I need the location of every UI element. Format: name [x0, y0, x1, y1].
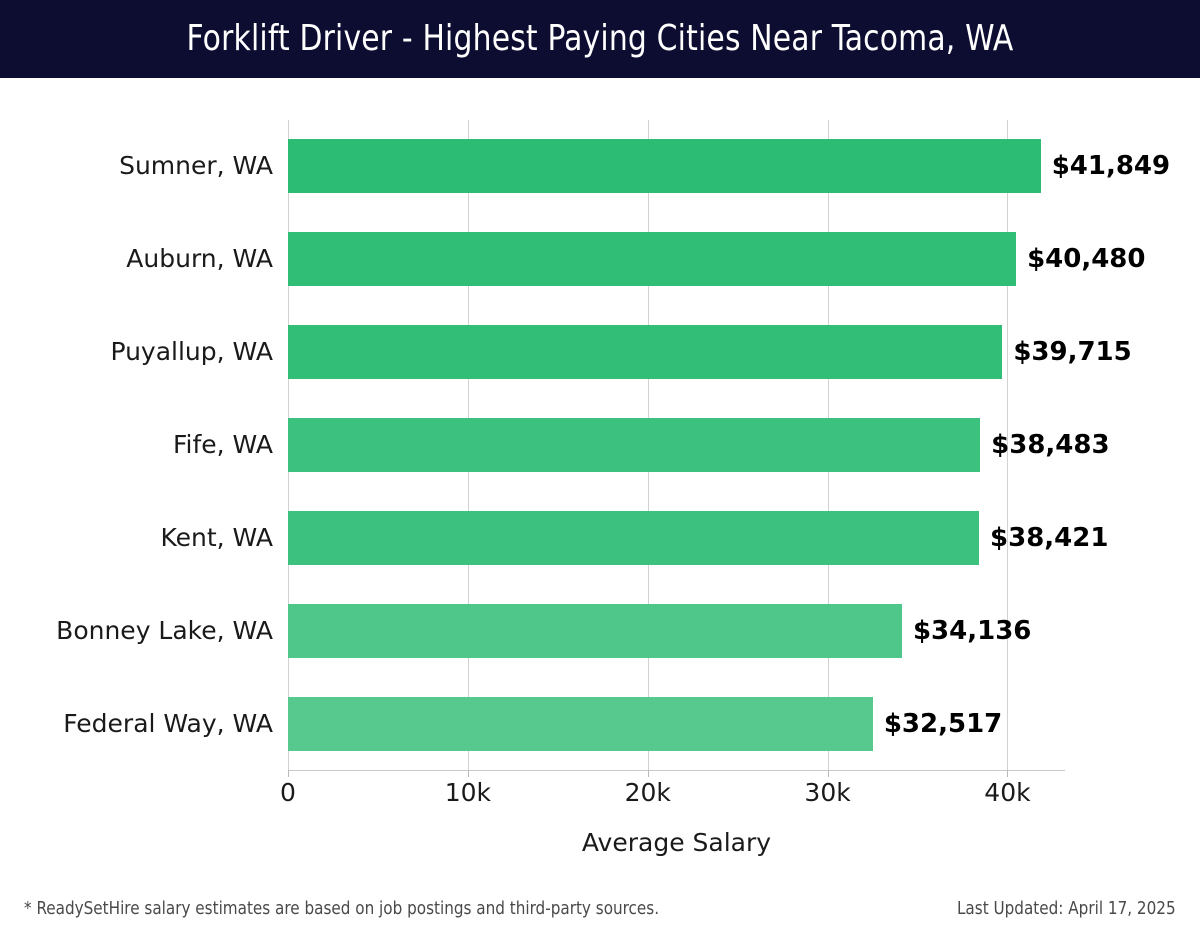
footer: * ReadySetHire salary estimates are base… [0, 888, 1200, 940]
x-axis-tick-label: 30k [804, 778, 851, 807]
x-axis-tick-label: 40k [984, 778, 1031, 807]
bar-value-label: $39,715 [1013, 337, 1132, 368]
x-axis-tick-mark [1007, 770, 1009, 777]
bar-value-label: $32,517 [883, 708, 1003, 739]
bar-value-label: $38,483 [991, 430, 1110, 460]
bar-value-label: $40,480 [1027, 244, 1146, 275]
x-axis-tick-label: 0 [280, 778, 296, 807]
x-axis-tick-mark [827, 770, 829, 777]
y-axis-category-label: Fife, WA [172, 430, 273, 459]
x-axis-tick-mark [288, 770, 289, 777]
y-axis-category-label: Auburn, WA [126, 244, 273, 274]
x-axis-tick-mark [647, 770, 649, 777]
x-axis-line [288, 770, 1065, 771]
header-band [0, 0, 1200, 78]
page-title: Forklift Driver - Highest Paying Cities … [186, 18, 1014, 59]
footer-disclaimer: * ReadySetHire salary estimates are base… [24, 898, 660, 919]
x-axis-title: Average Salary [581, 828, 772, 857]
bar[interactable] [288, 510, 980, 565]
x-axis-tick-label: 20k [624, 778, 671, 807]
bar[interactable] [288, 418, 981, 472]
x-axis-tick-mark [467, 770, 469, 777]
bar[interactable] [288, 696, 873, 751]
bar-value-label: $41,849 [1051, 151, 1171, 182]
y-axis-category-label: Federal Way, WA [63, 708, 273, 738]
y-axis-category-label: Sumner, WA [119, 151, 273, 181]
plot-wrap: Sumner, WA Auburn, WA Puyallup, WA Fife, WA… [0, 78, 1200, 940]
y-axis-category-label: Puyallup, WA [110, 337, 273, 367]
footer-last-updated: Last Updated: April 17, 2025 [957, 898, 1176, 919]
bar[interactable] [288, 603, 902, 658]
bar[interactable] [288, 139, 1041, 194]
y-axis-labels: Sumner, WA Auburn, WA Puyallup, WA Fife, WA… [0, 78, 273, 940]
x-axis-tick-label: 10k [444, 778, 492, 807]
bar[interactable] [288, 325, 1003, 380]
bar-value-label: $34,136 [912, 615, 1032, 646]
plot-area: $41,849 $40,480 $39,715 $38,483 $38,421 $34,1… [288, 120, 1170, 770]
gridline [1007, 120, 1009, 770]
bar-value-label: $38,421 [990, 522, 1109, 553]
y-axis-category-label: Kent, WA [160, 522, 273, 552]
y-axis-category-label: Bonney Lake, WA [56, 615, 273, 645]
bar[interactable] [288, 232, 1017, 287]
